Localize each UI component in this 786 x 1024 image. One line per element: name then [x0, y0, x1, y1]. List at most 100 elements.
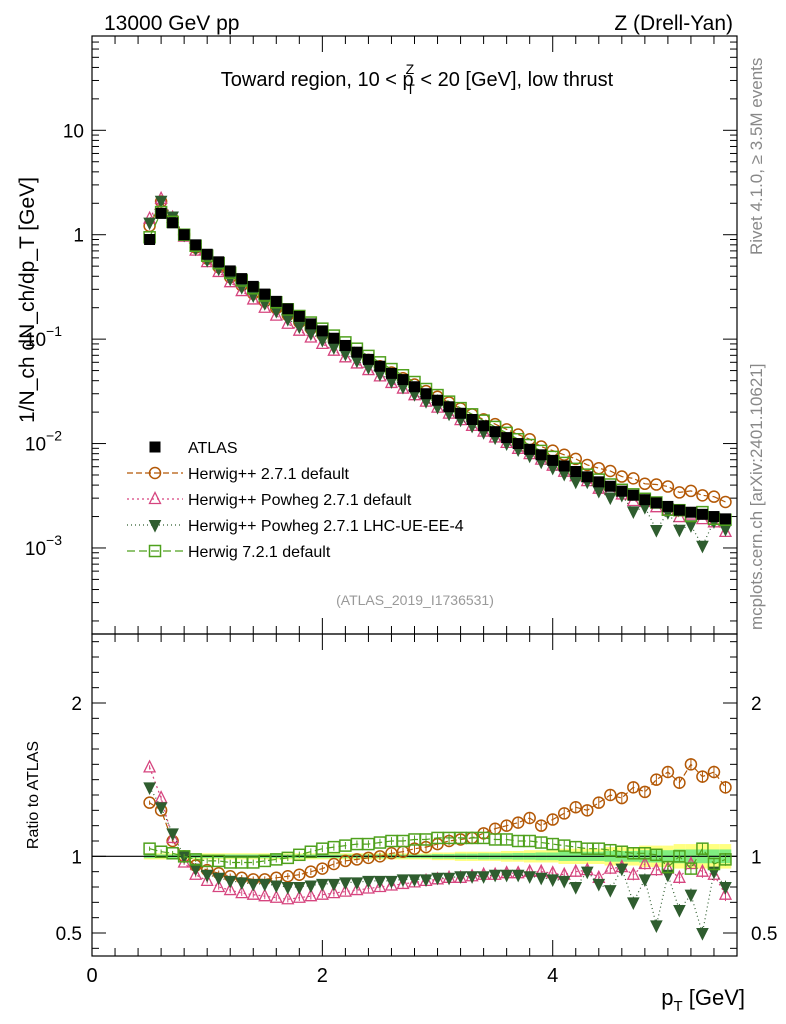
ratio-point-herwig-powheg-2-7-1-lhc-ue-ee-4 [385, 875, 398, 889]
chart-title: Toward region, 10 < pZ T < 20 [GeV], low … [221, 61, 614, 97]
ratio-frame [91, 633, 738, 957]
atlas-point [639, 494, 651, 506]
ratio-point-herwig-powheg-2-7-1-default [212, 879, 226, 893]
ratio-point-herwig-powheg-2-7-1-lhc-ue-ee-4 [154, 802, 168, 815]
ratio-point-herwig-2-7-1-default [316, 862, 329, 875]
ratio-point-herwig-powheg-2-7-1-lhc-ue-ee-4 [488, 869, 502, 883]
legend-marker [148, 491, 162, 505]
atlas-point [316, 325, 328, 337]
atlas-point [282, 303, 294, 315]
point-herwig-powheg-2-7-1-lhc-ue-ee-4 [592, 485, 606, 499]
point-herwig-powheg-2-7-1-lhc-ue-ee-4 [650, 525, 663, 538]
legend-marker [148, 520, 162, 533]
ratio-point-herwig-powheg-2-7-1-lhc-ue-ee-4 [408, 874, 421, 887]
y-tick-label: 10 [63, 121, 84, 142]
atlas-point [489, 426, 501, 438]
ratio-point-herwig-powheg-2-7-1-lhc-ue-ee-4 [638, 874, 652, 887]
ratio-point-herwig-powheg-2-7-1-default [258, 888, 272, 902]
header-right: Z (Drell-Yan) [614, 12, 733, 35]
point-herwig-2-7-1-default [661, 480, 675, 493]
point-herwig-2-7-1-default [615, 470, 629, 483]
ratio-point-herwig-powheg-2-7-1-lhc-ue-ee-4 [373, 875, 387, 889]
ratio-point-herwig-2-7-1-default [661, 765, 675, 779]
legend-label: Herwig 7.2.1 default [188, 544, 331, 561]
atlas-point [662, 500, 674, 512]
ratio-point-herwig-powheg-2-7-1-lhc-ue-ee-4 [189, 863, 202, 877]
ratio-point-herwig-powheg-2-7-1-lhc-ue-ee-4 [684, 889, 698, 903]
ratio-point-herwig-2-7-1-default [627, 781, 640, 794]
ratio-point-herwig-2-7-1-default [707, 765, 721, 779]
atlas-point [524, 443, 536, 455]
ratio-point-herwig-powheg-2-7-1-lhc-ue-ee-4 [327, 878, 341, 892]
ratio-point-herwig-powheg-2-7-1-default [384, 877, 399, 891]
ratio-point-herwig-powheg-2-7-1-lhc-ue-ee-4 [235, 877, 249, 891]
ratio-point-herwig-powheg-2-7-1-default [304, 888, 318, 902]
legend-marker [149, 441, 161, 453]
atlas-point [190, 239, 202, 251]
atlas-point [397, 374, 409, 386]
y-tick-label: 10−2 [25, 428, 62, 456]
series-line-herwig-powheg-2-7-1-default [149, 197, 726, 533]
ratio-point-herwig-powheg-2-7-1-lhc-ue-ee-4 [569, 882, 583, 895]
ratio-point-herwig-2-7-1-default [650, 773, 663, 786]
point-herwig-powheg-2-7-1-default [235, 283, 249, 297]
ratio-point-herwig-powheg-2-7-1-default [327, 885, 341, 899]
legend: ATLAS Herwig++ 2.7.1 default Herwig++ Powh… [127, 440, 464, 561]
atlas-point [339, 339, 351, 351]
y-axis-label: 1/N_ch dN_ch/dp_T [GeV] [16, 177, 39, 423]
atlas-point [581, 471, 593, 483]
atlas-point [270, 295, 282, 307]
x-tick-label: 0 [86, 965, 97, 987]
ratio-point-herwig-7-2-1-default [661, 860, 675, 874]
point-herwig-powheg-2-7-1-default [246, 291, 260, 305]
ratio-point-herwig-powheg-2-7-1-lhc-ue-ee-4 [350, 877, 364, 891]
atlas-point [650, 497, 662, 509]
ratio-point-herwig-powheg-2-7-1-default [361, 880, 375, 894]
atlas-point [512, 438, 524, 450]
y-tick-label: 1 [73, 226, 84, 247]
ratio-point-herwig-7-2-1-default [696, 842, 709, 855]
ratio-point-herwig-powheg-2-7-1-lhc-ue-ee-4 [465, 871, 479, 884]
x-tick-label: 2 [317, 965, 328, 987]
legend-label: Herwig++ Powheg 2.7.1 default [188, 492, 412, 509]
ratio-point-herwig-powheg-2-7-1-lhc-ue-ee-4 [696, 928, 709, 941]
ratio-point-herwig-2-7-1-default [684, 758, 698, 771]
point-herwig-powheg-2-7-1-lhc-ue-ee-4 [696, 540, 709, 554]
ratio-tick-label-right: 2 [751, 694, 762, 715]
ratio-point-herwig-powheg-2-7-1-default [672, 869, 686, 883]
point-herwig-powheg-2-7-1-lhc-ue-ee-4 [143, 217, 156, 231]
atlas-point [466, 413, 478, 425]
ratio-point-herwig-powheg-2-7-1-lhc-ue-ee-4 [304, 880, 318, 894]
ratio-point-herwig-powheg-2-7-1-lhc-ue-ee-4 [431, 872, 444, 886]
point-herwig-powheg-2-7-1-default [258, 299, 272, 313]
atlas-point [593, 476, 605, 488]
ratio-point-herwig-powheg-2-7-1-lhc-ue-ee-4 [673, 905, 686, 918]
ratio-point-herwig-7-2-1-default [684, 862, 698, 875]
point-herwig-2-7-1-default [604, 464, 617, 478]
ratio-point-herwig-powheg-2-7-1-lhc-ue-ee-4 [143, 782, 156, 795]
ratio-point-herwig-powheg-2-7-1-default [396, 875, 410, 890]
ratio-point-herwig-2-7-1-default [592, 796, 606, 809]
point-herwig-2-7-1-default [627, 472, 640, 485]
ratio-point-herwig-2-7-1-default [719, 781, 732, 794]
rivet-label: Rivet 4.1.0, ≥ 3.5M events [747, 58, 766, 255]
atlas-point [155, 207, 167, 219]
atlas-point [213, 256, 225, 268]
ratio-point-herwig-powheg-2-7-1-lhc-ue-ee-4 [293, 882, 306, 895]
atlas-point [478, 420, 490, 432]
x-axis-label: pT [GeV] [661, 985, 745, 1015]
atlas-point [570, 465, 582, 477]
ratio-point-herwig-powheg-2-7-1-default [695, 863, 709, 877]
ratio-point-herwig-powheg-2-7-1-default [292, 889, 306, 903]
ratio-point-herwig-powheg-2-7-1-lhc-ue-ee-4 [246, 878, 260, 892]
point-herwig-powheg-2-7-1-lhc-ue-ee-4 [603, 492, 617, 506]
ratio-line-herwig-powheg-2-7-1-lhc-ue-ee-4 [149, 787, 726, 934]
point-herwig-powheg-2-7-1-lhc-ue-ee-4 [673, 524, 686, 538]
atlas-point [558, 460, 570, 472]
ratio-point-herwig-powheg-2-7-1-lhc-ue-ee-4 [511, 869, 525, 883]
ratio-point-herwig-2-7-1-default [638, 785, 652, 799]
ratio-point-herwig-powheg-2-7-1-lhc-ue-ee-4 [316, 878, 329, 892]
point-herwig-powheg-2-7-1-lhc-ue-ee-4 [154, 195, 168, 209]
ratio-point-herwig-2-7-1-default [327, 857, 341, 871]
